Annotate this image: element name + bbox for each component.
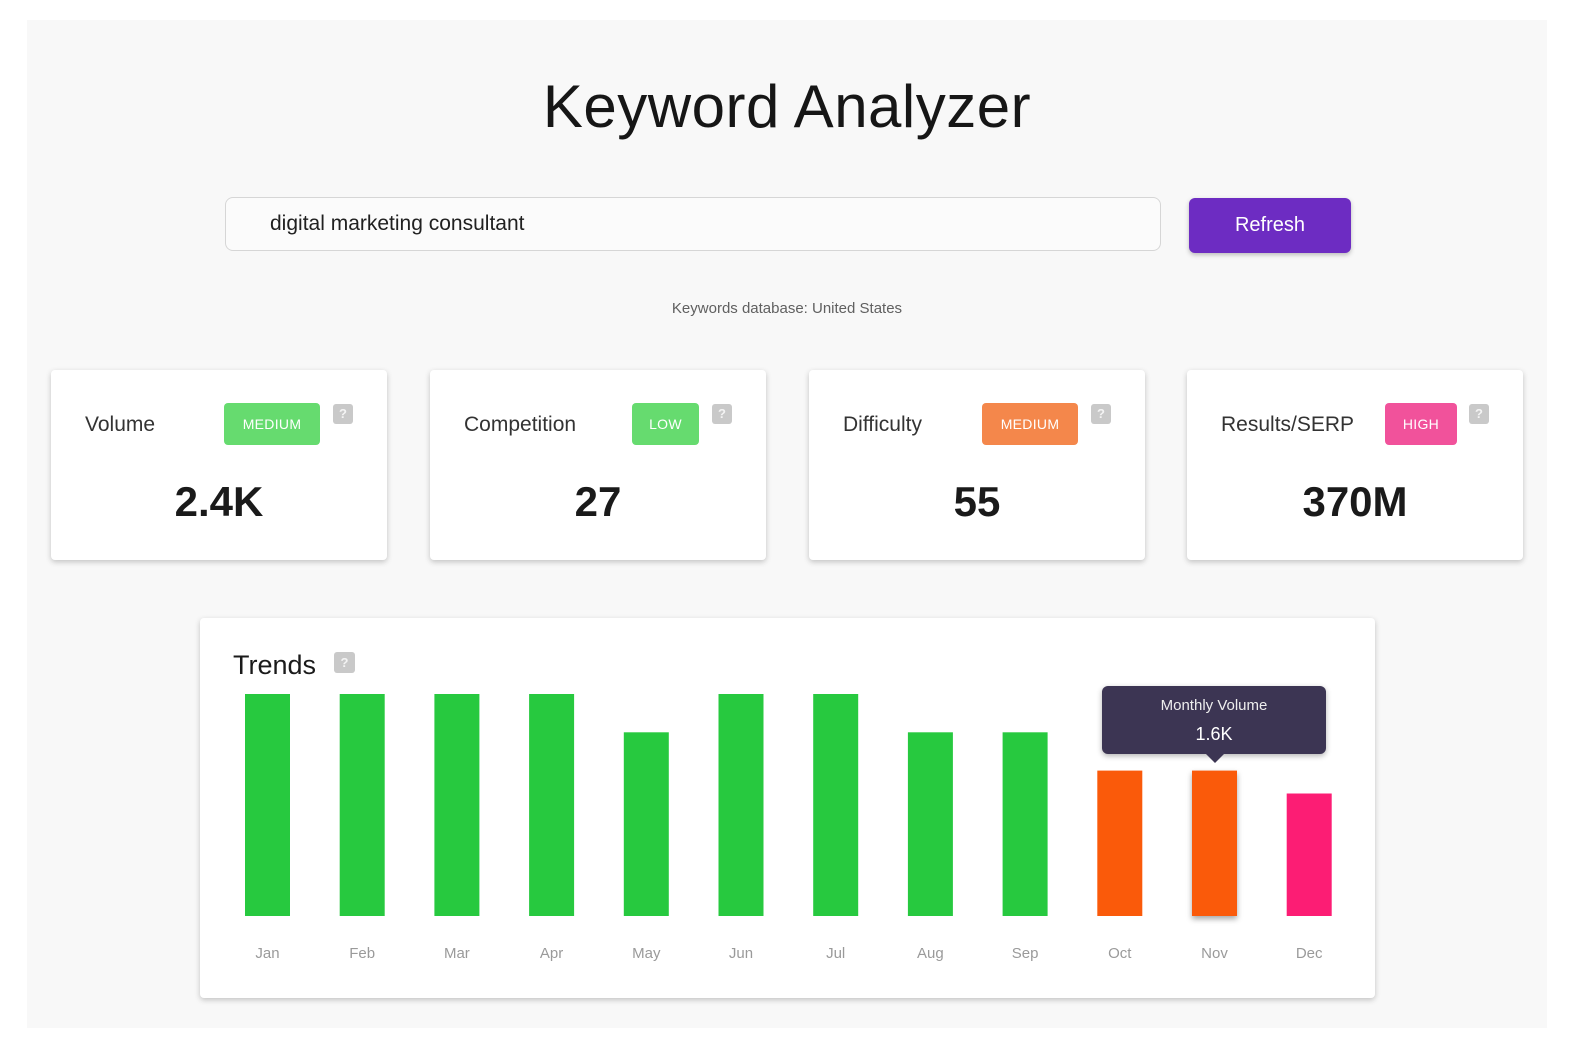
metric-label: Competition xyxy=(464,413,577,436)
metric-card-volume: Volume MEDIUM ? 2.4K xyxy=(51,370,387,560)
level-badge: MEDIUM xyxy=(982,403,1078,445)
trend-bar-jan[interactable] xyxy=(245,694,290,916)
metric-card-difficulty: Difficulty MEDIUM ? 55 xyxy=(809,370,1145,560)
level-badge: LOW xyxy=(632,403,699,445)
trends-title: Trends xyxy=(233,650,317,680)
metric-value: 55 xyxy=(953,478,1001,525)
month-tick-label: Mar xyxy=(444,945,470,962)
month-tick-label: Jul xyxy=(826,945,845,962)
trends-panel: Jan Feb Mar Apr May Jun Jul Aug Sep Oct Nov Dec Tre… xyxy=(200,618,1375,998)
tooltip-title: Monthly Volume xyxy=(1160,697,1268,714)
trend-bar-nov[interactable] xyxy=(1192,770,1237,916)
help-icon[interactable]: ? xyxy=(334,652,355,673)
level-badge: HIGH xyxy=(1385,403,1457,445)
level-badge: MEDIUM xyxy=(224,403,320,445)
keyword-search-input[interactable] xyxy=(225,197,1161,251)
month-tick-label: Aug xyxy=(917,945,944,962)
trend-bar-sep[interactable] xyxy=(1002,732,1048,916)
month-tick-label: Apr xyxy=(540,945,563,962)
month-tick-label: May xyxy=(632,945,661,962)
metric-value: 2.4K xyxy=(174,478,264,525)
month-tick-label: Oct xyxy=(1108,945,1132,962)
monthly-volume-tooltip: Monthly Volume 1.6K xyxy=(1102,686,1326,763)
trend-bar-mar[interactable] xyxy=(434,694,480,916)
trend-bar-aug[interactable] xyxy=(907,732,953,916)
keyword-analyzer-page: Keyword Analyzer Refresh Keywords databa… xyxy=(27,20,1547,1028)
page-title: Keyword Analyzer xyxy=(542,73,1032,140)
trend-bar-oct[interactable] xyxy=(1097,770,1143,916)
month-tick-label: Sep xyxy=(1012,945,1039,962)
metric-value: 27 xyxy=(574,478,622,525)
trend-bar-apr[interactable] xyxy=(529,694,575,916)
trends-bar-chart: Jan Feb Mar Apr May Jun Jul Aug Sep Oct Nov Dec xyxy=(245,694,1332,962)
tooltip-value: 1.6K xyxy=(1195,724,1233,744)
month-tick-label: Jan xyxy=(255,945,279,962)
help-icon[interactable]: ? xyxy=(712,404,732,424)
keywords-database-note: Keywords database: United States xyxy=(671,300,903,317)
month-tick-label: Jun xyxy=(729,945,753,962)
refresh-button[interactable]: Refresh xyxy=(1189,198,1351,253)
month-tick-label: Nov xyxy=(1201,945,1228,962)
metric-value: 370M xyxy=(1302,478,1408,525)
month-tick-label: Dec xyxy=(1296,945,1323,962)
trend-bar-feb[interactable] xyxy=(339,694,385,916)
month-tick-label: Feb xyxy=(349,945,375,962)
trend-bar-jun[interactable] xyxy=(718,694,764,916)
help-icon[interactable]: ? xyxy=(1469,404,1489,424)
metric-card-results-serp: Results/SERP HIGH ? 370M xyxy=(1187,370,1523,560)
metric-label: Volume xyxy=(85,413,156,436)
metric-label: Difficulty xyxy=(843,413,922,436)
metric-label: Results/SERP xyxy=(1221,413,1355,436)
metric-card-competition: Competition LOW ? 27 xyxy=(430,370,766,560)
trend-bar-jul[interactable] xyxy=(813,694,859,916)
help-icon[interactable]: ? xyxy=(1091,404,1111,424)
trend-bar-dec[interactable] xyxy=(1286,793,1332,917)
trend-bar-may[interactable] xyxy=(623,732,669,916)
help-icon[interactable]: ? xyxy=(333,404,353,424)
